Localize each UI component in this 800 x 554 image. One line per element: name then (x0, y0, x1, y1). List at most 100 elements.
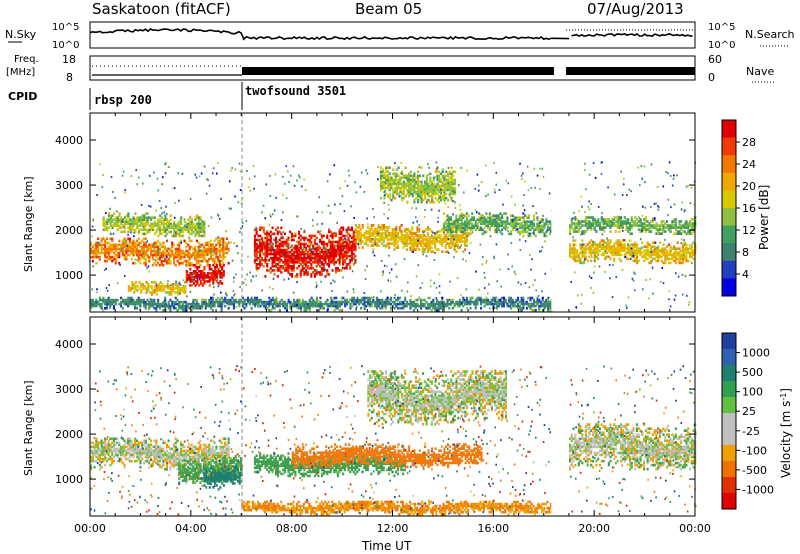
heatmap-cell (296, 256, 299, 260)
heatmap-cell (289, 302, 292, 306)
heatmap-cell (123, 302, 126, 306)
heatmap-cell (190, 222, 193, 226)
heatmap-cell (206, 243, 209, 247)
heatmap-cell (109, 216, 112, 219)
heatmap-cell (177, 291, 180, 294)
heatmap-cell (106, 228, 109, 232)
heatmap-cell (166, 218, 169, 221)
heatmap-cell (287, 256, 290, 260)
heatmap-cell (266, 252, 269, 256)
heatmap-cell (154, 289, 157, 292)
heatmap-cell (464, 228, 467, 232)
heatmap-cell (159, 220, 162, 223)
heatmap-cell (322, 302, 325, 306)
heatmap-cell (653, 249, 656, 253)
heatmap-cell (414, 304, 417, 308)
heatmap-cell (312, 234, 315, 238)
heatmap-cell (428, 302, 431, 306)
heatmap-cell (437, 304, 440, 308)
heatmap-cell (345, 252, 348, 256)
heatmap-cell (655, 224, 658, 227)
heatmap-cell (275, 228, 278, 232)
heatmap-cell (215, 251, 218, 255)
heatmap-cell (308, 248, 311, 252)
heatmap-cell (363, 236, 366, 239)
heatmap-cell (457, 220, 460, 223)
heatmap-cell (164, 291, 167, 294)
heatmap-cell (121, 249, 124, 253)
heatmap-cell (644, 220, 647, 223)
heatmap-cell (225, 247, 228, 251)
heatmap-cell (591, 216, 594, 219)
heatmap-cell (289, 300, 292, 304)
heatmap-cell (422, 174, 425, 178)
heatmap-cell (373, 254, 376, 257)
heatmap-cell (379, 196, 382, 200)
heatmap-cell (269, 236, 272, 240)
heatmap-cell (150, 302, 153, 306)
heatmap-cell (347, 250, 350, 254)
heatmap-cell (425, 174, 428, 178)
heatmap-cell (217, 300, 220, 304)
heatmap-cell (570, 247, 573, 250)
heatmap-cell (629, 226, 632, 229)
heatmap-cell (650, 226, 653, 229)
heatmap-cell (627, 249, 630, 253)
heatmap-cell (395, 230, 398, 233)
heatmap-cell (308, 252, 311, 256)
heatmap-cell (448, 194, 451, 198)
heatmap-cell (664, 253, 667, 257)
heatmap-cell (674, 218, 677, 221)
heatmap-cell (132, 249, 135, 253)
heatmap-cell (408, 186, 411, 190)
heatmap-cell (307, 304, 310, 308)
heatmap-cell (488, 220, 491, 223)
heatmap-cell (141, 255, 144, 259)
heatmap-cell (254, 298, 257, 302)
heatmap-cell (330, 296, 333, 300)
heatmap-cell (276, 226, 279, 230)
heatmap-cell (178, 263, 181, 267)
heatmap-cell (358, 236, 361, 239)
heatmap-cell (333, 308, 336, 312)
heatmap-cell (483, 300, 486, 304)
heatmap-cell (418, 240, 421, 243)
heatmap-cell (328, 261, 331, 264)
heatmap-cell (356, 300, 359, 304)
heatmap-cell (450, 300, 453, 304)
heatmap-cell (464, 226, 467, 230)
heatmap-cell (201, 253, 204, 257)
heatmap-cell (298, 240, 301, 244)
heatmap-cell (418, 228, 421, 231)
heatmap-cell (432, 188, 435, 192)
heatmap-cell (301, 236, 304, 240)
heatmap-cell (157, 289, 160, 292)
heatmap-cell (462, 226, 465, 230)
heatmap-cell (190, 261, 193, 265)
heatmap-cell (310, 242, 313, 246)
heatmap-cell (320, 261, 323, 264)
heatmap-cell (196, 282, 199, 285)
heatmap-cell (384, 304, 387, 308)
heatmap-cell (606, 255, 609, 259)
heatmap-cell (417, 176, 420, 180)
heatmap-cell (522, 304, 525, 308)
heatmap-cell (211, 302, 214, 306)
heatmap-cell (210, 276, 213, 279)
heatmap-cell (368, 240, 371, 243)
heatmap-cell (415, 186, 418, 190)
heatmap-cell (158, 257, 161, 261)
heatmap-cell (367, 300, 370, 304)
heatmap-cell (180, 300, 183, 304)
heatmap-cell (600, 245, 603, 248)
heatmap-cell (532, 302, 535, 306)
heatmap-cell (210, 239, 213, 243)
heatmap-cell (379, 228, 382, 231)
heatmap-cell (374, 240, 377, 243)
heatmap-cell (395, 168, 398, 171)
heatmap-cell (464, 238, 467, 241)
heatmap-cell (245, 304, 248, 308)
heatmap-cell (202, 251, 205, 255)
heatmap-cell (416, 304, 419, 308)
heatmap-cell (128, 302, 131, 306)
